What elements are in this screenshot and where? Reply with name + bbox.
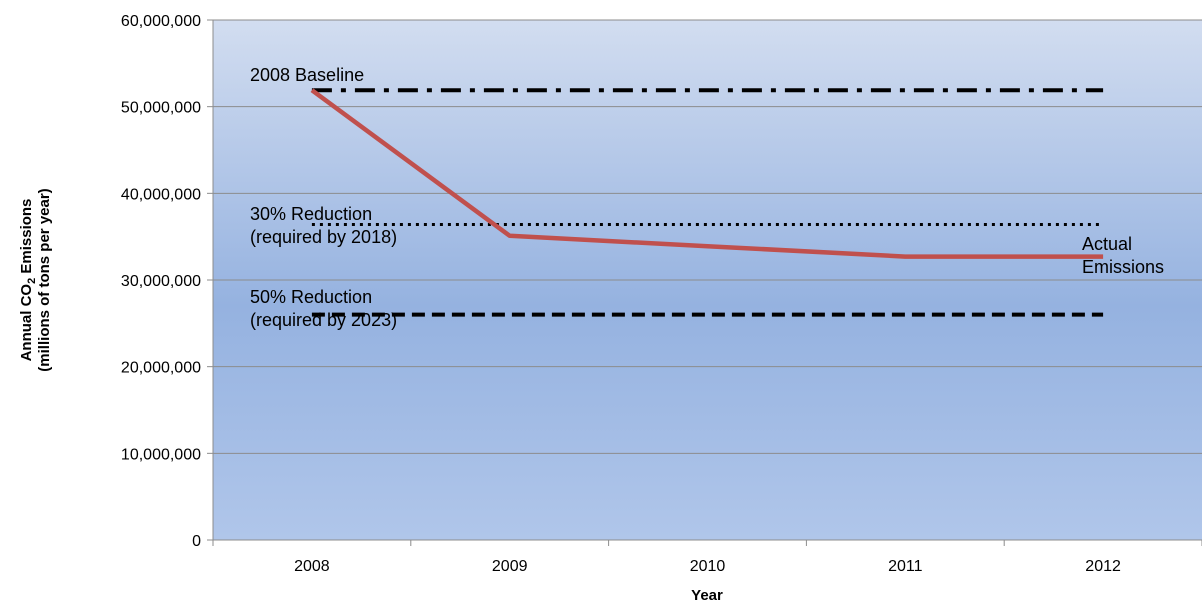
y-tick-label: 10,000,000 [121,446,201,463]
y-tick-label: 20,000,000 [121,360,201,377]
x-axis: 2008 2009 2010 2011 2012 [212,539,1202,575]
series-line-actual-emissions [310,88,1104,259]
annotation-line: 50% Reduction [250,287,372,307]
annotation-line: (required by 2018) [250,227,397,247]
y-axis-title: Annual CO2 Emissions (millions of tons p… [18,188,53,371]
x-axis-title: Year [691,587,723,604]
x-tick-label: 2012 [1085,558,1121,575]
y-axis: 0 10,000,000 20,000,000 30,000,000 40,000,00… [121,13,214,550]
annotation-line: 2008 Baseline [250,65,364,85]
annotations: 2008 Baseline 30% Reduction (required by 2… [250,65,1164,330]
y-tick-label: 50,000,000 [121,100,201,117]
annotation-label: Actual Emissions [1082,234,1164,277]
annotation-line: 30% Reduction [250,204,372,224]
x-tick-label: 2008 [294,558,330,575]
y-axis-title-line2: (millions of tons per year) [36,188,53,371]
x-tick-label: 2010 [690,558,726,575]
y-tick-label: 40,000,000 [121,186,201,203]
annotation-label: 50% Reduction (required by 2023) [250,287,397,330]
annotation-label: 2008 Baseline [250,65,364,85]
annotation-line: Emissions [1082,257,1164,277]
series-lines [310,88,1104,259]
y-tick-label: 60,000,000 [121,13,201,30]
annotation-line: Actual [1082,234,1132,254]
annotation-label: 30% Reduction (required by 2018) [250,204,397,247]
x-tick-label: 2009 [492,558,528,575]
reference-lines [311,88,1104,317]
x-tick-label: 2011 [888,558,923,575]
y-axis-title-line1: Annual CO2 Emissions [18,199,38,362]
y-tick-label: 30,000,000 [121,273,201,290]
y-tick-label: 0 [192,533,201,550]
annotation-line: (required by 2023) [250,310,397,330]
